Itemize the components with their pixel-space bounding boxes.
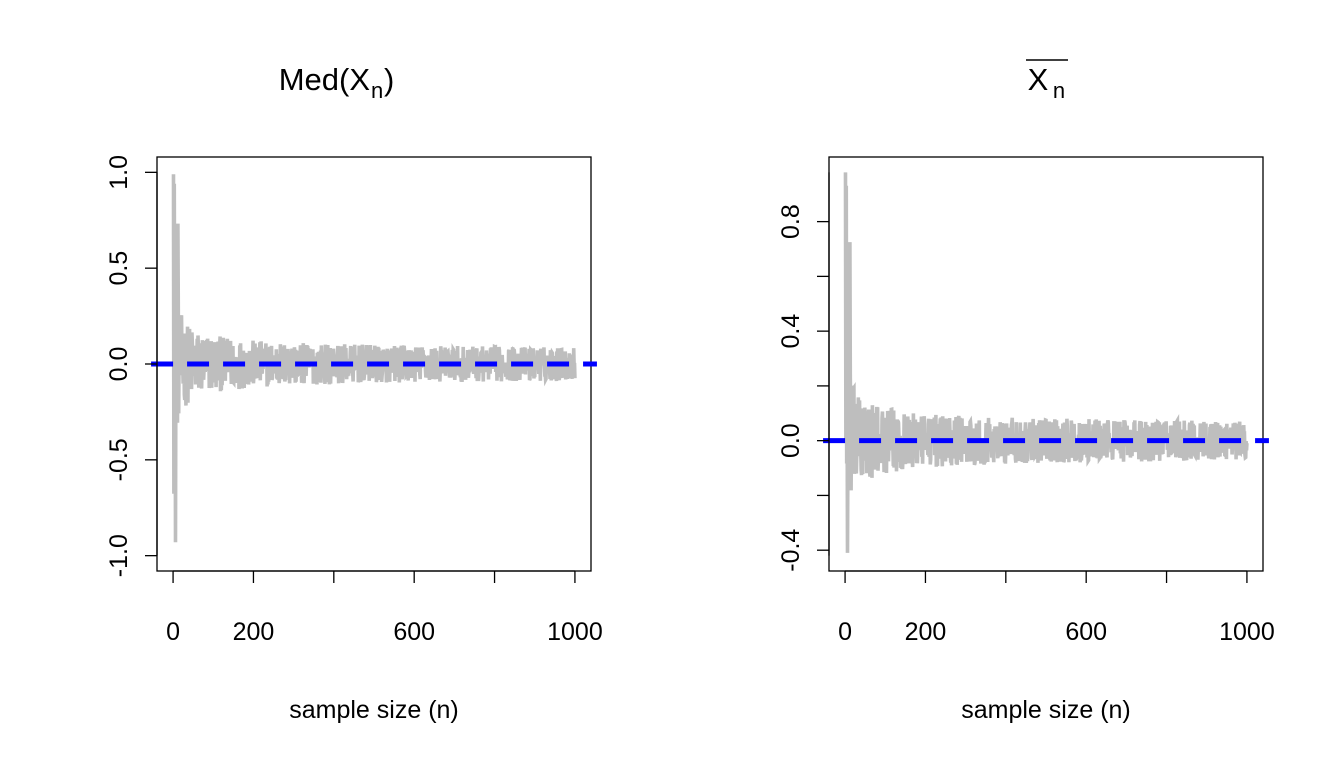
median-x-tick-label: 200 — [233, 618, 275, 646]
mean-title-main: X — [1028, 62, 1049, 97]
mean-x-axis: 0 200 600 1000 — [838, 570, 1275, 646]
median-title-main: Med(X — [279, 62, 371, 97]
median-y-tick-label: -0.5 — [105, 438, 133, 481]
mean-x-tick-label: 0 — [838, 618, 852, 646]
median-chart-title: Med(X n) — [279, 62, 395, 103]
mean-y-tick-label: 0.0 — [777, 423, 805, 458]
mean-title-subscript: n — [1053, 78, 1065, 103]
mean-x-tick-label: 600 — [1065, 618, 1107, 646]
median-y-tick-label: 0.5 — [105, 251, 133, 286]
mean-series-group — [823, 172, 1269, 553]
median-x-axis-label: sample size (n) — [289, 696, 459, 724]
median-y-tick-label: 1.0 — [105, 155, 133, 190]
median-x-tick-label: 1000 — [547, 618, 603, 646]
median-title-subscript: n — [371, 78, 383, 103]
mean-x-tick-label: 1000 — [1219, 618, 1275, 646]
mean-x-axis-label: sample size (n) — [961, 696, 1131, 724]
median-y-axis: -1.0 -0.5 0.0 0.5 1.0 — [105, 155, 158, 577]
median-title-suffix: ) — [384, 62, 394, 97]
median-x-tick-label: 600 — [393, 618, 435, 646]
mean-sample-path-line — [843, 172, 1249, 553]
median-sample-path-line — [171, 174, 577, 543]
median-x-tick-label: 0 — [166, 618, 180, 646]
mean-y-tick-label: 0.4 — [777, 314, 805, 349]
median-series-group — [151, 174, 597, 543]
median-y-tick-label: 0.0 — [105, 347, 133, 382]
mean-y-axis: -0.4 0.0 0.4 0.8 — [777, 172, 830, 572]
median-x-axis: 0 200 600 1000 — [166, 570, 603, 646]
median-y-tick-label: -1.0 — [105, 534, 133, 577]
median-panel: Med(X n) 0 200 600 1000 -1.0 -0.5 0.0 0.5 1.0 sa… — [105, 62, 603, 724]
mean-x-tick-label: 200 — [905, 618, 947, 646]
mean-y-tick-label: -0.4 — [777, 529, 805, 572]
mean-plot-frame — [828, 156, 1264, 572]
mean-y-tick-label: 0.8 — [777, 204, 805, 239]
